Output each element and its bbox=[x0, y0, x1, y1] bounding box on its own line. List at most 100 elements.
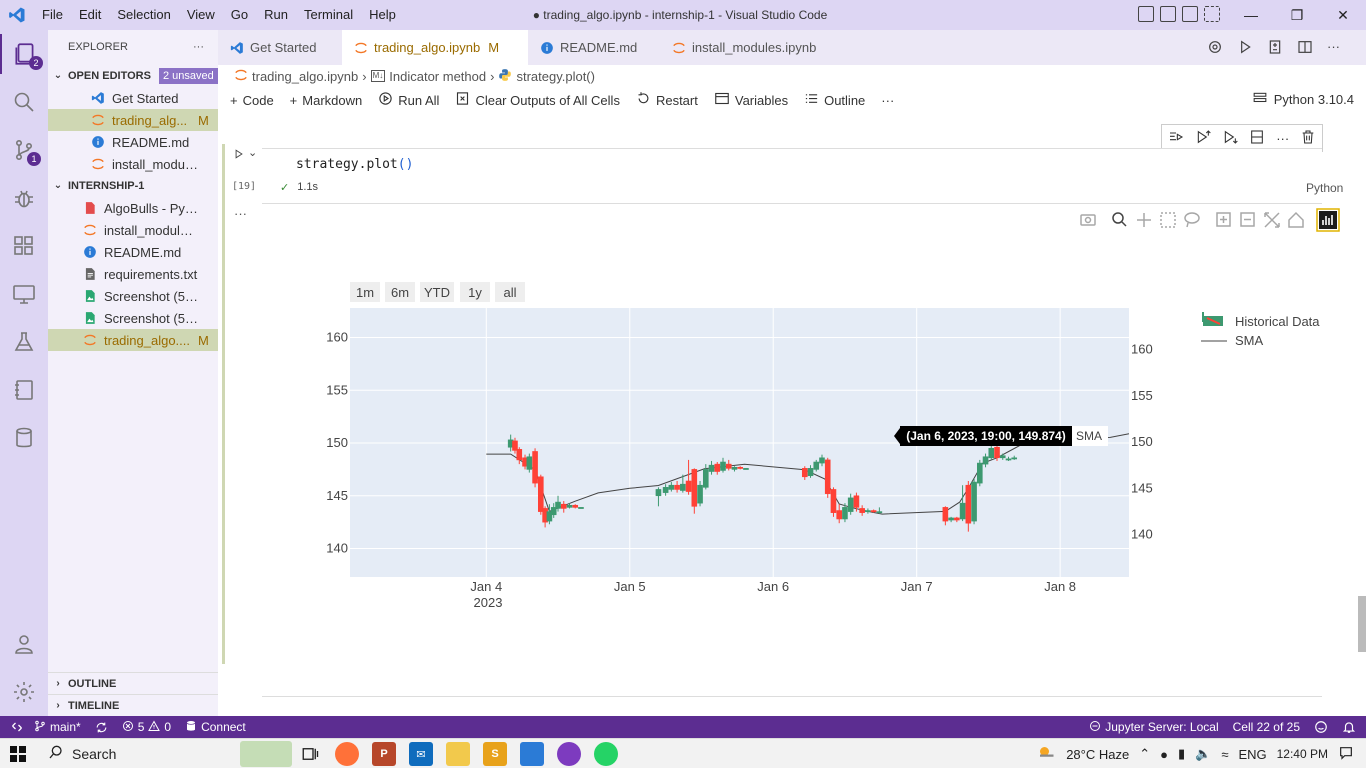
code-cell[interactable] bbox=[262, 148, 1322, 204]
problems-indicator[interactable]: 5 0 bbox=[122, 719, 171, 735]
autoscale-icon[interactable] bbox=[1264, 212, 1280, 228]
toggle-primary-sidebar-icon[interactable] bbox=[1138, 6, 1154, 22]
run-icon[interactable] bbox=[1237, 39, 1253, 58]
wifi-icon[interactable]: ≈ bbox=[1221, 746, 1229, 762]
candle[interactable] bbox=[743, 468, 749, 470]
extensions-icon[interactable] bbox=[0, 226, 48, 266]
sync-icon[interactable] bbox=[95, 721, 108, 734]
candle[interactable] bbox=[994, 443, 1000, 461]
toolbar-more-button[interactable]: ··· bbox=[881, 92, 895, 108]
mail-icon[interactable]: ✉ bbox=[409, 742, 433, 766]
workspace-header[interactable]: ⌄ INTERNSHIP-1 bbox=[48, 175, 218, 197]
feedback-icon[interactable] bbox=[1314, 720, 1328, 734]
candle[interactable] bbox=[680, 474, 686, 493]
breadcrumb-symbol[interactable]: strategy.plot() bbox=[516, 68, 595, 84]
branch-indicator[interactable]: main* bbox=[34, 720, 81, 735]
notebook-icon[interactable] bbox=[0, 370, 48, 410]
candle[interactable] bbox=[697, 481, 703, 507]
candle[interactable] bbox=[737, 466, 744, 470]
language-indicator[interactable]: ENG bbox=[1238, 746, 1267, 762]
cell-position[interactable]: Cell 22 of 25 bbox=[1232, 720, 1300, 734]
kernel-picker[interactable]: Python 3.10.4 bbox=[1252, 91, 1354, 108]
range-button-ytd[interactable]: YTD bbox=[420, 282, 454, 302]
candle[interactable] bbox=[982, 453, 989, 468]
candle[interactable] bbox=[720, 457, 726, 473]
run-by-line-icon[interactable] bbox=[1168, 129, 1184, 148]
range-button-6m[interactable]: 6m bbox=[385, 282, 415, 302]
run-all-button[interactable]: Run All bbox=[378, 91, 439, 109]
candle[interactable] bbox=[853, 492, 860, 512]
candle[interactable] bbox=[685, 459, 692, 495]
powerpoint-icon[interactable]: P bbox=[372, 742, 396, 766]
candle[interactable] bbox=[526, 453, 533, 473]
toggle-secondary-sidebar-icon[interactable] bbox=[1182, 6, 1198, 22]
split-cell-icon[interactable] bbox=[1249, 129, 1265, 148]
explorer-icon[interactable]: 2 bbox=[0, 34, 48, 74]
weather-text[interactable]: 28°C Haze bbox=[1066, 746, 1130, 762]
candle[interactable] bbox=[876, 507, 883, 514]
menu-go[interactable]: Go bbox=[230, 7, 249, 22]
candle[interactable] bbox=[731, 466, 738, 472]
candle[interactable] bbox=[870, 509, 877, 513]
search-icon[interactable] bbox=[0, 82, 48, 122]
file-readme[interactable]: README.md bbox=[48, 241, 218, 263]
execute-below-icon[interactable] bbox=[1222, 129, 1238, 148]
connect-database-button[interactable]: Connect bbox=[185, 720, 246, 735]
candle[interactable] bbox=[801, 466, 808, 480]
jupyter-server-indicator[interactable]: Jupyter Server: Local bbox=[1089, 720, 1219, 735]
zoom-in-icon[interactable] bbox=[1216, 212, 1231, 227]
menu-edit[interactable]: Edit bbox=[78, 7, 102, 22]
clock[interactable]: 12:40 PM bbox=[1276, 747, 1328, 761]
settings-gear-icon[interactable] bbox=[0, 672, 48, 712]
file-screenshot-504[interactable]: Screenshot (504).... bbox=[48, 307, 218, 329]
range-button-all[interactable]: all bbox=[495, 282, 525, 302]
candle[interactable] bbox=[566, 503, 573, 509]
tab-get-started[interactable]: Get Started bbox=[218, 30, 342, 65]
file-trading-algo[interactable]: trading_algo.... M bbox=[48, 329, 218, 351]
run-debug-icon[interactable] bbox=[0, 178, 48, 218]
sublime-text-icon[interactable]: S bbox=[483, 742, 507, 766]
notification-center-icon[interactable] bbox=[1338, 745, 1354, 764]
candle[interactable] bbox=[538, 474, 544, 515]
candle[interactable] bbox=[830, 487, 837, 517]
weather-icon[interactable] bbox=[1036, 744, 1056, 765]
candle[interactable] bbox=[1011, 455, 1018, 460]
taskbar-search[interactable]: Search bbox=[36, 744, 236, 763]
execute-above-icon[interactable] bbox=[1195, 129, 1211, 148]
settings-gear-icon[interactable] bbox=[1207, 39, 1223, 58]
open-changes-icon[interactable] bbox=[1267, 39, 1283, 58]
open-editors-header[interactable]: ⌄ OPEN EDITORS 2 unsaved bbox=[48, 65, 218, 87]
candle[interactable] bbox=[674, 481, 680, 493]
open-editor-install-modules[interactable]: install_modules.i... bbox=[48, 153, 218, 175]
candle[interactable] bbox=[655, 487, 662, 507]
candle[interactable] bbox=[1005, 456, 1012, 461]
outline-button[interactable]: Outline bbox=[804, 91, 865, 109]
candle[interactable] bbox=[999, 453, 1006, 460]
tab-readme[interactable]: README.md bbox=[528, 30, 660, 65]
account-icon[interactable] bbox=[0, 624, 48, 664]
tab-trading-algo[interactable]: trading_algo.ipynb M bbox=[342, 30, 528, 65]
candle[interactable] bbox=[948, 516, 954, 523]
candle[interactable] bbox=[668, 482, 675, 492]
candle[interactable] bbox=[819, 454, 825, 467]
file-explorer-icon[interactable] bbox=[446, 742, 470, 766]
zoom-icon[interactable] bbox=[1112, 212, 1127, 227]
open-editor-get-started[interactable]: Get Started bbox=[48, 87, 218, 109]
candle[interactable] bbox=[842, 503, 848, 523]
menu-file[interactable]: File bbox=[42, 7, 63, 22]
database-icon[interactable] bbox=[0, 418, 48, 458]
outline-header[interactable]: › OUTLINE bbox=[48, 672, 218, 694]
restart-kernel-button[interactable]: Restart bbox=[636, 91, 698, 109]
candle[interactable] bbox=[847, 493, 854, 515]
plotly-logo-icon[interactable] bbox=[1316, 208, 1340, 232]
delete-cell-icon[interactable] bbox=[1300, 129, 1316, 148]
windows-start-icon[interactable] bbox=[0, 745, 36, 762]
candle[interactable] bbox=[965, 481, 972, 532]
candle[interactable] bbox=[546, 504, 553, 525]
tab-install-modules[interactable]: install_modules.ipynb bbox=[660, 30, 842, 65]
file-install-modules[interactable]: install_modules.ip... bbox=[48, 219, 218, 241]
explorer-more-button[interactable]: ··· bbox=[193, 41, 204, 53]
restore-button[interactable]: ❐ bbox=[1290, 7, 1304, 23]
clear-outputs-button[interactable]: Clear Outputs of All Cells bbox=[455, 91, 620, 109]
vscode-taskbar-icon[interactable] bbox=[520, 742, 544, 766]
